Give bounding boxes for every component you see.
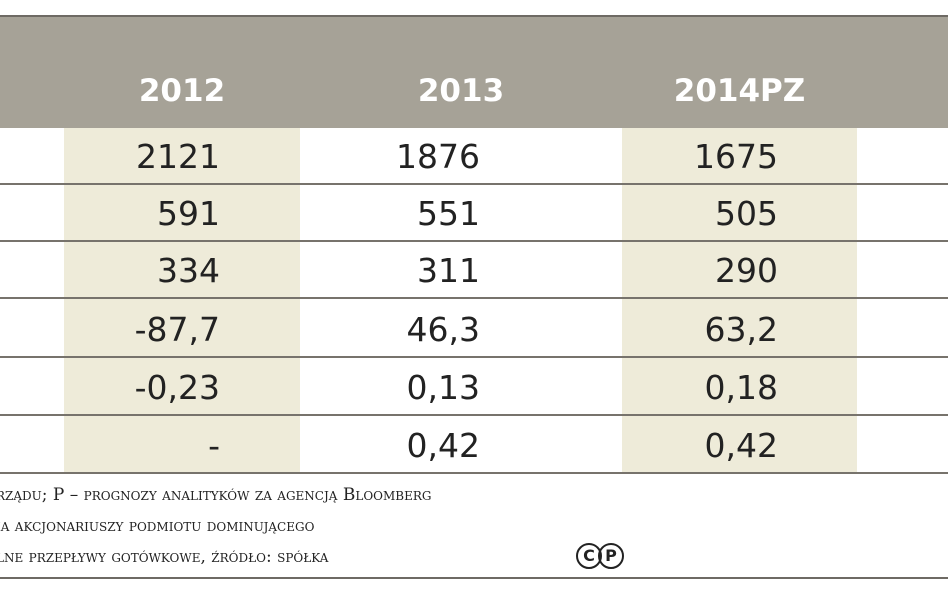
row-divider <box>0 356 948 358</box>
table-cell: 63,2 <box>704 310 778 349</box>
table-row: - 0,42 0,42 <box>0 417 948 474</box>
footnote-line: lne przepływy gotówkowe, źródło: spółka <box>0 547 329 567</box>
table-row: 2121 1876 1675 <box>0 128 948 185</box>
table-cell: - <box>208 426 220 465</box>
table-cell: 505 <box>715 194 778 233</box>
table-cell: 0,42 <box>704 426 778 465</box>
row-divider <box>0 240 948 242</box>
table-cell: 46,3 <box>406 310 480 349</box>
table-row: -87,7 46,3 63,2 <box>0 301 948 358</box>
table-cell: 0,13 <box>406 368 480 407</box>
table-cell: 311 <box>417 251 480 290</box>
row-divider <box>0 297 948 299</box>
table-cell: 591 <box>157 194 220 233</box>
table-row: -0,23 0,13 0,18 <box>0 359 948 416</box>
footnote-line: ia akcjonariuszy podmiotu dominującego <box>0 516 315 536</box>
table-cell: 334 <box>157 251 220 290</box>
table-cell: 290 <box>715 251 778 290</box>
column-header-2013: 2013 <box>417 73 505 109</box>
table-cell: 1675 <box>694 137 778 176</box>
press-icon: P <box>598 543 624 569</box>
column-header-2012: 2012 <box>138 73 226 109</box>
column-header-2014pz: 2014PZ <box>673 73 806 109</box>
table-cell: 0,42 <box>406 426 480 465</box>
table-row: 591 551 505 <box>0 185 948 242</box>
table-cell: 551 <box>417 194 480 233</box>
table-cell: 2121 <box>136 137 220 176</box>
table-cell: 0,18 <box>704 368 778 407</box>
table-header: 2012 2013 2014PZ <box>0 17 948 128</box>
row-divider <box>0 183 948 185</box>
table-cell: 1876 <box>396 137 480 176</box>
row-divider <box>0 414 948 416</box>
table-row: 334 311 290 <box>0 242 948 299</box>
table-cell: -87,7 <box>134 310 220 349</box>
footnote-line: rządu; P – prognozy analityków za agencj… <box>0 485 432 505</box>
row-divider <box>0 472 948 474</box>
table-frame <box>0 15 948 579</box>
table-cell: -0,23 <box>134 368 220 407</box>
